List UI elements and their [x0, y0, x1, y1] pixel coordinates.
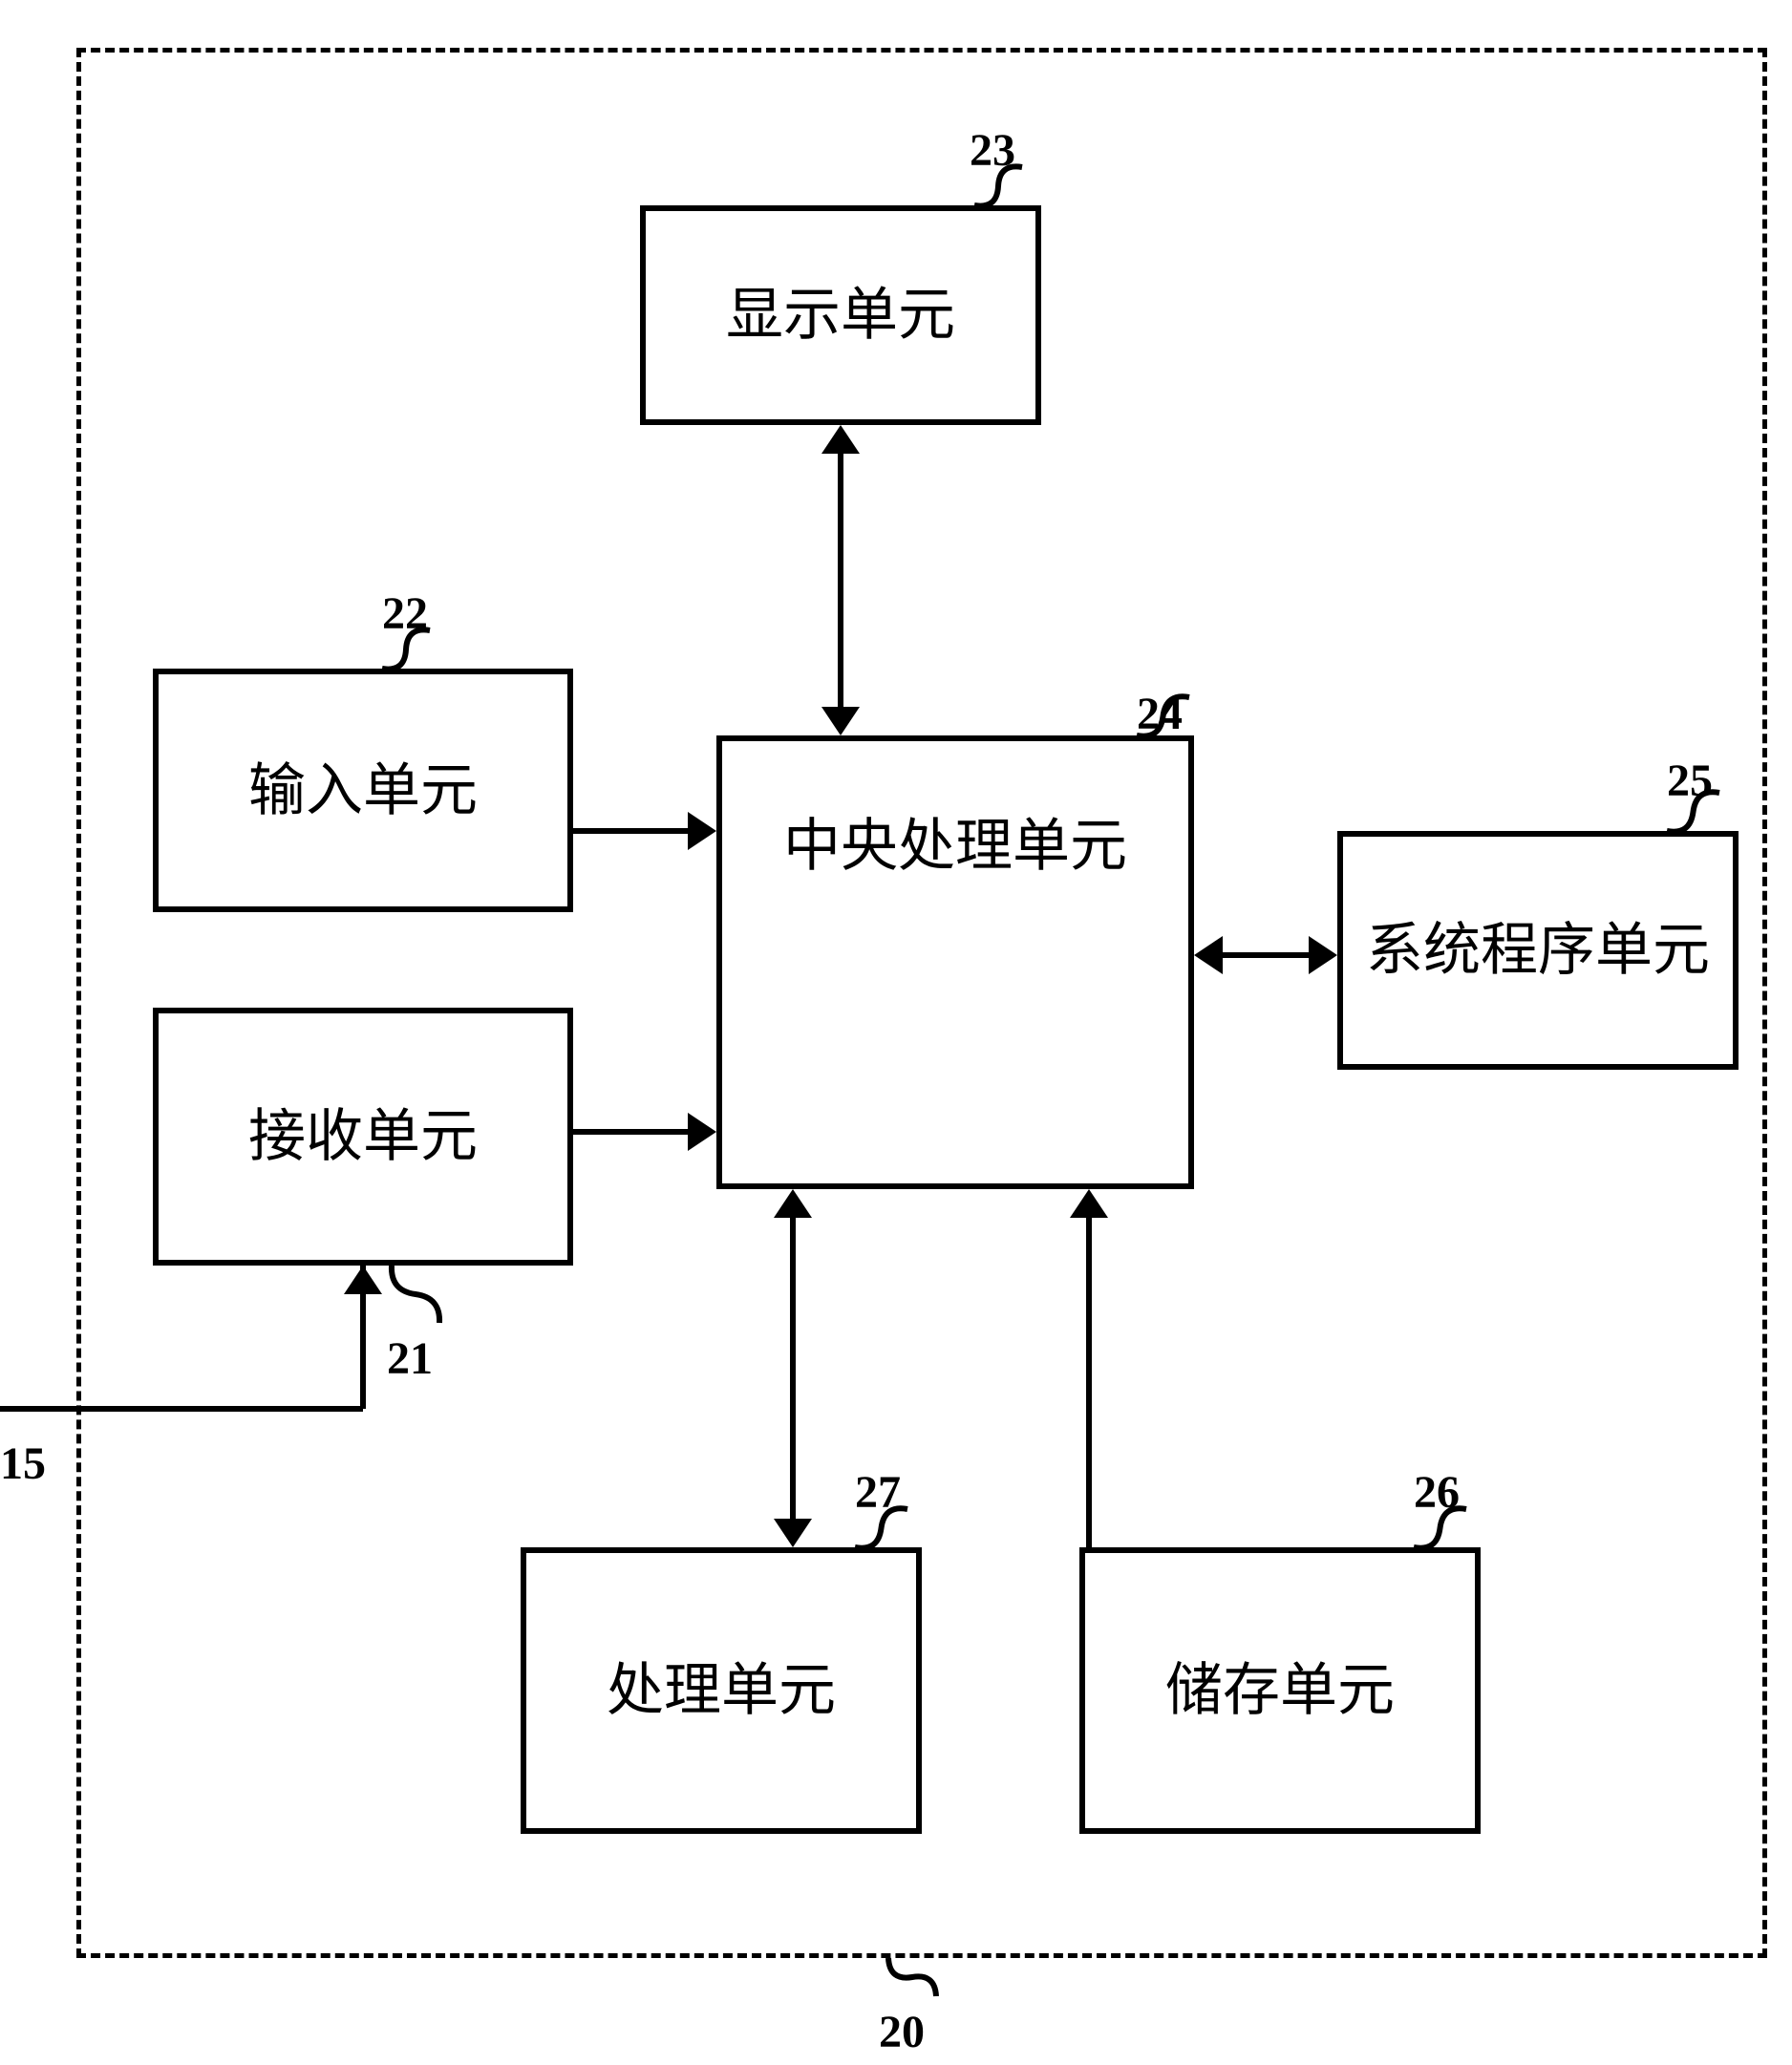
ref-label-27: 27: [855, 1466, 901, 1519]
ref-label-26: 26: [1414, 1466, 1460, 1519]
diagram-canvas: 显示单元 输入单元 中央处理单元 接收单元 系统程序单元 处理单元 储存单元 1…: [0, 0, 1792, 2065]
sysprog-unit-label: 系统程序单元: [1366, 919, 1710, 982]
display-unit-label: 显示单元: [726, 284, 955, 347]
cpu-unit-label: 中央处理单元: [783, 815, 1127, 878]
display-unit-box: 显示单元: [640, 205, 1041, 425]
ref-label-20: 20: [879, 2006, 925, 2058]
receive-unit-box: 接收单元: [153, 1008, 573, 1266]
receive-unit-label: 接收单元: [248, 1105, 478, 1168]
ref-label-15: 15: [0, 1437, 46, 1490]
ref-label-21: 21: [387, 1332, 433, 1385]
cpu-unit-box: 中央处理单元: [716, 735, 1194, 1189]
ref-label-23: 23: [970, 124, 1015, 177]
input-unit-label: 输入单元: [248, 759, 478, 822]
ref-label-25: 25: [1667, 755, 1713, 807]
process-unit-label: 处理单元: [607, 1659, 836, 1722]
process-unit-box: 处理单元: [521, 1547, 922, 1834]
ref-label-24: 24: [1137, 688, 1183, 740]
ref-label-22: 22: [382, 587, 428, 640]
sysprog-unit-box: 系统程序单元: [1337, 831, 1739, 1070]
storage-unit-label: 储存单元: [1165, 1659, 1395, 1722]
storage-unit-box: 储存单元: [1079, 1547, 1481, 1834]
input-unit-box: 输入单元: [153, 669, 573, 912]
